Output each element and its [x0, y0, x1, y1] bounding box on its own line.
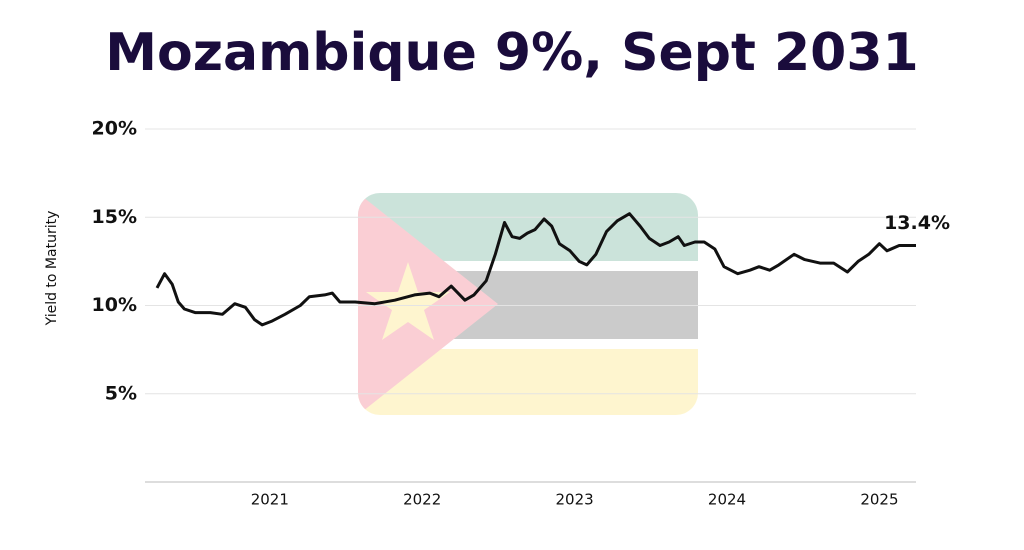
y-tick-label: 10% [92, 294, 137, 316]
x-tick-label: 2024 [708, 491, 746, 509]
y-tick-label: 15% [92, 206, 137, 228]
x-tick-label: 2023 [556, 491, 594, 509]
chart-title: Mozambique 9%, Sept 2031 [105, 23, 918, 83]
yield-line [155, 212, 916, 327]
x-tick-label: 2022 [403, 491, 441, 509]
flag-background [358, 193, 698, 415]
x-tick-label: 2025 [860, 491, 898, 509]
y-axis-label: Yield to Maturity [44, 211, 60, 327]
x-tick-label: 2021 [251, 491, 289, 509]
y-tick-label: 20% [92, 118, 137, 140]
end-value-label: 13.4% [884, 212, 950, 234]
y-tick-label: 5% [105, 382, 137, 404]
